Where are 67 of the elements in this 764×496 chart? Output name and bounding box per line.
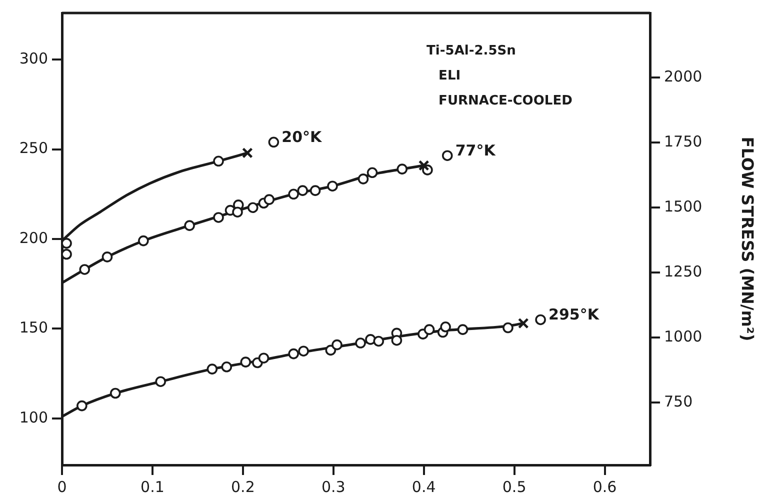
point	[138, 235, 149, 246]
point	[310, 185, 321, 196]
series-label: 20°K	[282, 128, 324, 146]
point	[62, 238, 72, 249]
y-tick-label: 150	[19, 318, 48, 337]
point	[365, 334, 376, 345]
point	[264, 194, 275, 205]
x-tick-label: 0.6	[592, 478, 617, 496]
point	[502, 322, 514, 334]
series-label: 77°K	[455, 141, 497, 160]
point	[213, 212, 224, 223]
annotation: ELI	[438, 68, 461, 84]
annotation: FURNACE-COOLED	[438, 93, 573, 108]
point	[240, 356, 252, 368]
y2-tick-label: 1500	[664, 197, 702, 216]
point	[62, 248, 72, 260]
point	[79, 264, 90, 275]
point	[268, 136, 280, 148]
point	[424, 324, 435, 335]
point	[76, 400, 88, 412]
y2-tick-label: 1000	[664, 327, 702, 346]
point	[518, 318, 529, 329]
point	[213, 156, 224, 167]
point	[221, 361, 232, 372]
point	[373, 336, 384, 347]
y2-tick-label: 750	[664, 392, 693, 410]
point	[457, 324, 468, 335]
y2-tick-label: 2000	[664, 67, 702, 86]
point	[242, 147, 253, 158]
y2-tick-label: 1250	[664, 262, 702, 280]
x-tick-label: 0	[57, 478, 67, 496]
point	[355, 338, 366, 348]
x-tick-label: 0.5	[502, 478, 526, 496]
y-tick-label: 300	[19, 50, 48, 68]
point	[206, 364, 218, 374]
point	[391, 334, 402, 346]
x-tick-label: 0.2	[230, 478, 255, 496]
point	[418, 160, 430, 171]
point	[288, 348, 299, 360]
point	[155, 376, 166, 387]
point	[184, 220, 195, 231]
point	[535, 314, 546, 326]
y-tick-label: 100	[19, 408, 48, 426]
point	[110, 388, 121, 399]
point	[288, 188, 299, 200]
series-label: 295°K	[548, 306, 600, 324]
y2-axis-title: FLOW STRESS (MN/m²)	[738, 136, 758, 342]
point	[298, 346, 309, 357]
point	[442, 150, 453, 161]
point	[332, 339, 342, 350]
y2-tick-label: 1750	[664, 132, 702, 150]
x-tick-label: 0.4	[412, 478, 436, 496]
point	[232, 206, 243, 218]
point	[102, 252, 113, 262]
point	[258, 352, 270, 364]
y-tick-label: 200	[19, 228, 48, 247]
point	[297, 185, 308, 196]
point	[366, 167, 378, 178]
y-tick-label: 250	[19, 139, 48, 158]
point	[247, 202, 258, 214]
point	[327, 180, 338, 192]
point	[440, 321, 451, 332]
x-tick-label: 0.1	[140, 478, 164, 496]
point	[358, 174, 369, 184]
x-tick-label: 0.3	[321, 478, 346, 496]
annotation: Ti-5Al-2.5Sn	[426, 43, 516, 58]
point	[396, 164, 408, 174]
